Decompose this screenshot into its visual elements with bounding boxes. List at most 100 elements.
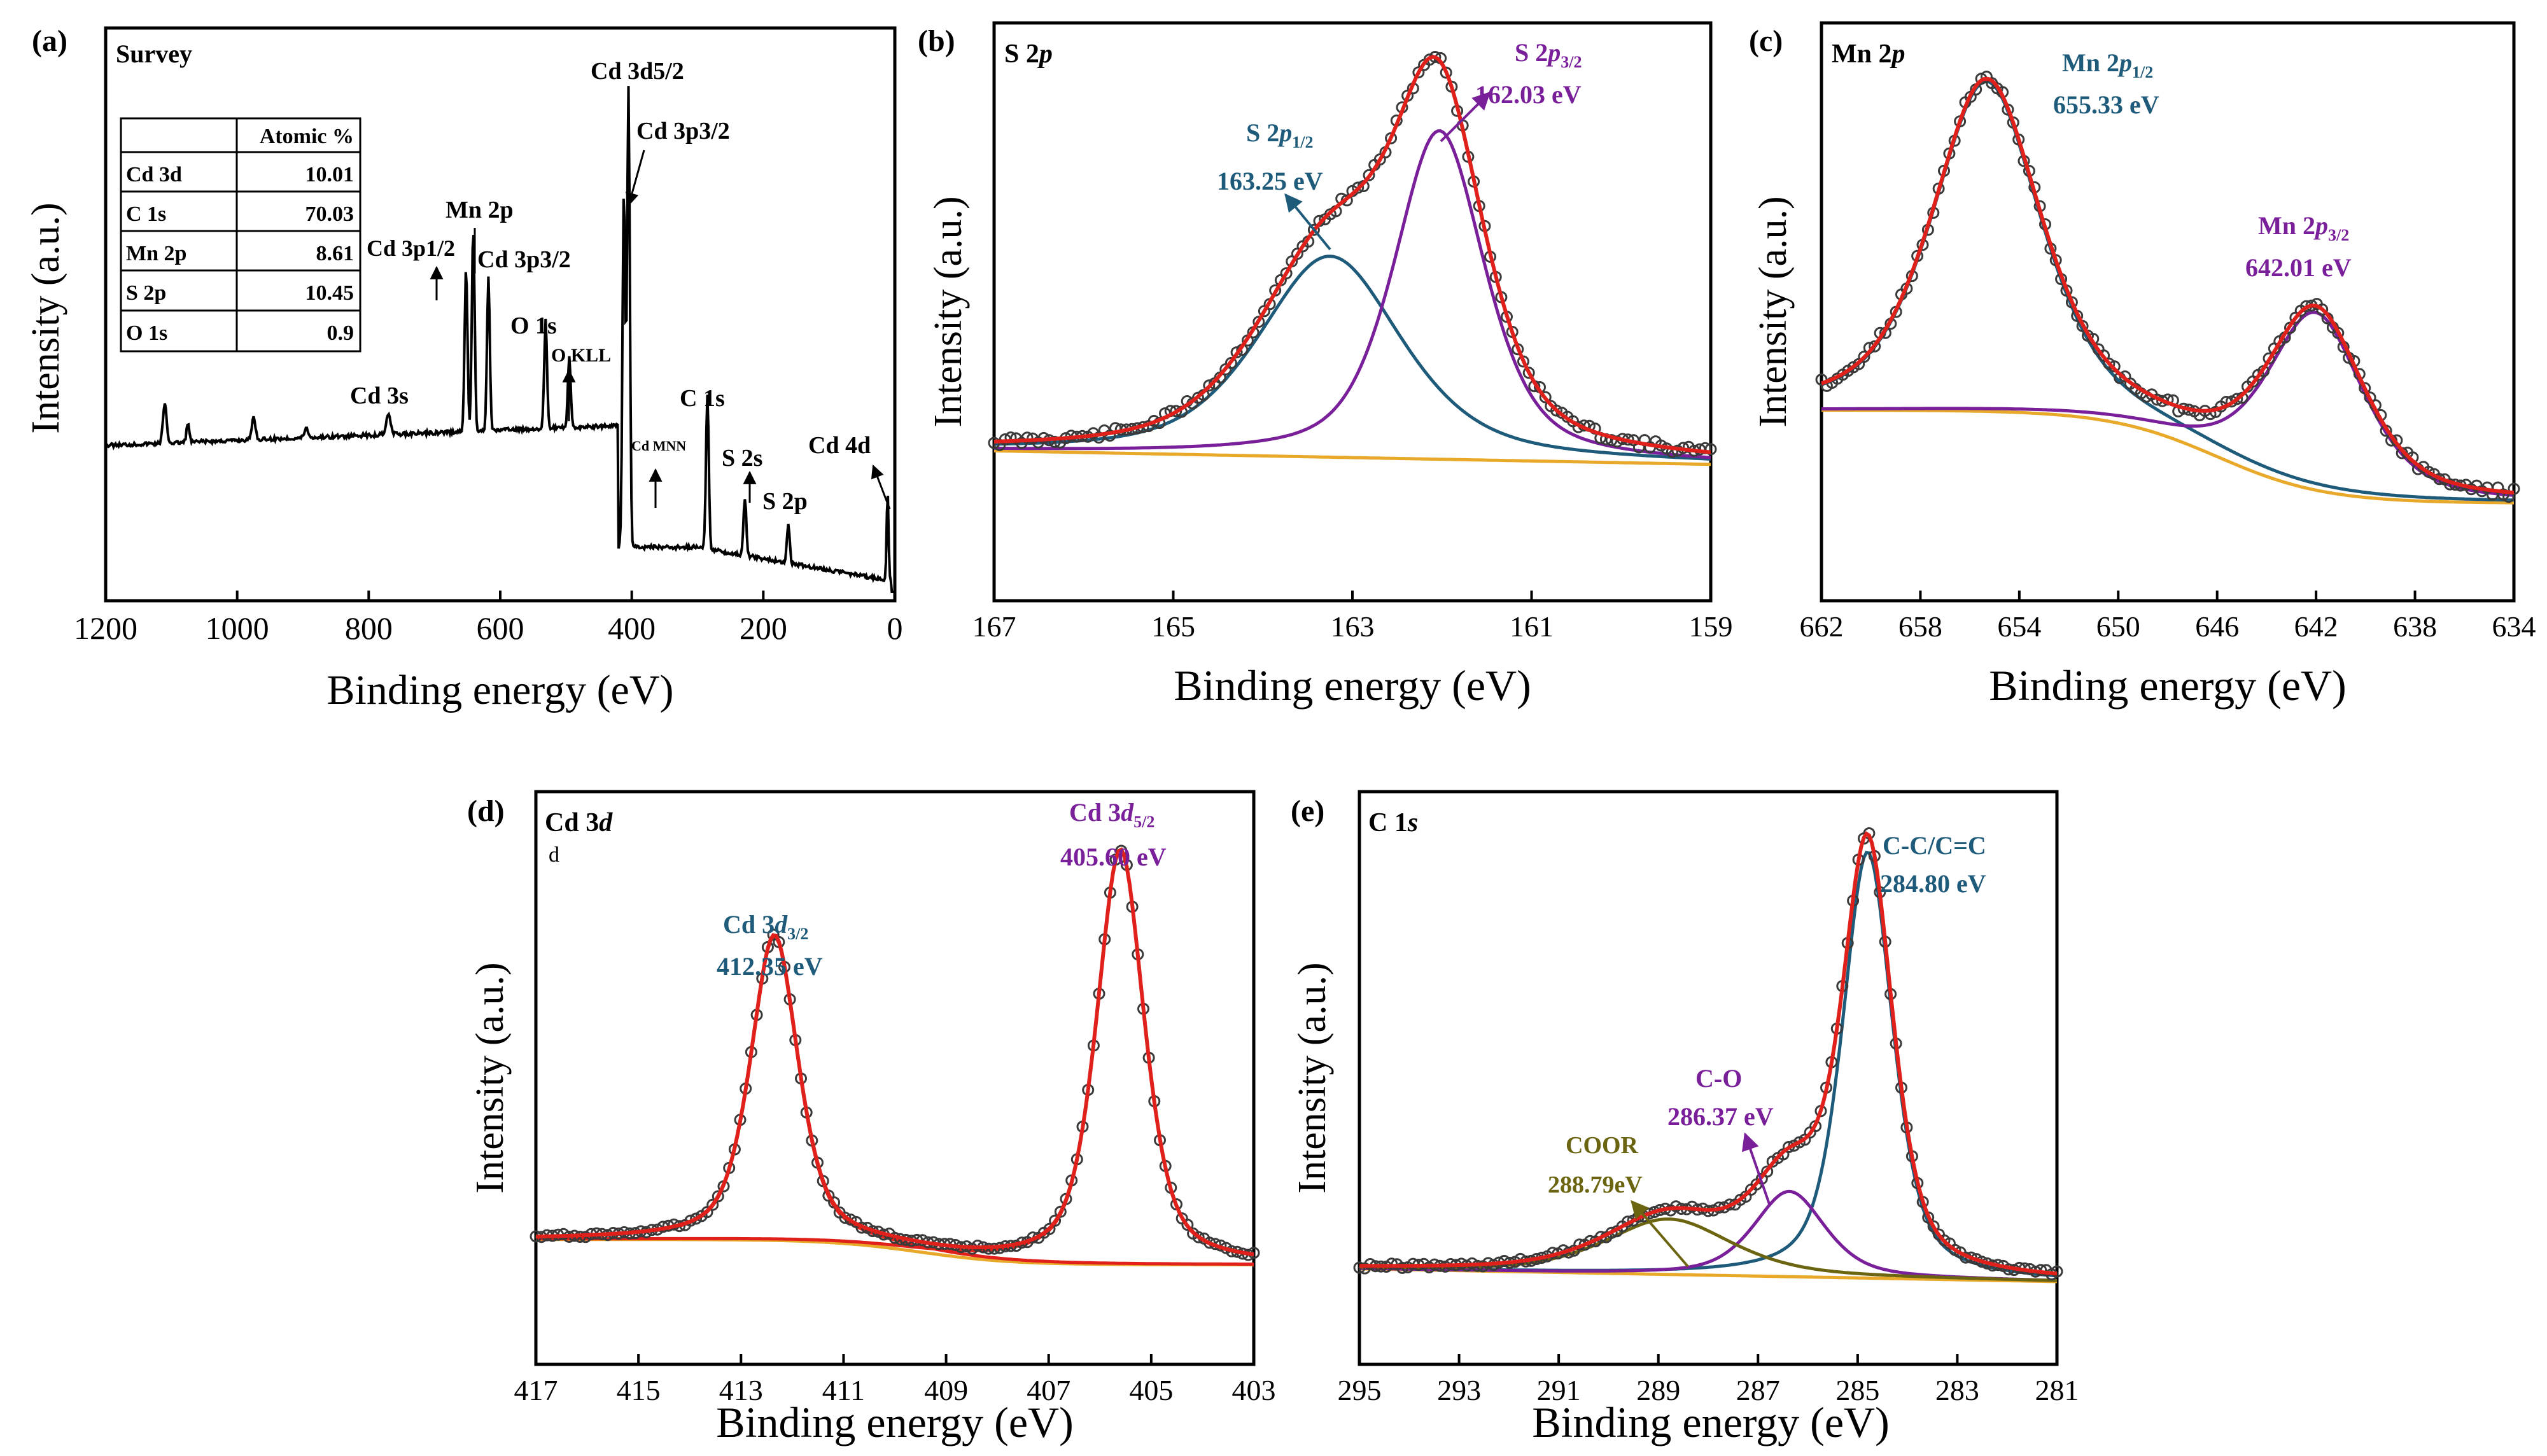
data-point xyxy=(1224,357,1237,369)
x-tick-label: 283 xyxy=(1935,1374,1979,1406)
peak-label-cd3s: Cd 3s xyxy=(350,382,409,409)
data-point xyxy=(845,1214,857,1226)
peak-label-s2s: S 2s xyxy=(722,445,762,472)
envelope-fit-line xyxy=(1820,76,2515,495)
label-cd3d32: Cd 3d3/2 xyxy=(723,910,808,943)
component-peak-line xyxy=(535,934,1254,1266)
envelope-fit-line xyxy=(1359,831,2058,1276)
panel-a-survey: (a) Survey Intensity (a.u.) Binding ener… xyxy=(24,24,903,713)
peak-label-cd3d52: Cd 3d5/2 xyxy=(591,58,684,85)
x-tick-label: 0 xyxy=(887,610,903,646)
data-point xyxy=(690,1212,703,1225)
peak-label-cd4d: Cd 4d xyxy=(808,432,871,459)
arrow-coor xyxy=(1631,1200,1689,1268)
table-row-value: 10.45 xyxy=(305,281,354,305)
panel-d-subtitle: d xyxy=(549,843,559,867)
x-tick-label: 600 xyxy=(477,610,524,646)
table-row-value: 10.01 xyxy=(305,163,354,186)
atomic-percent-table: Atomic % Cd 3d 10.01 C 1s 70.03 Mn 2p 8.… xyxy=(120,117,361,353)
data-point xyxy=(2422,466,2435,478)
data-point xyxy=(1869,340,1881,353)
x-tick-label: 411 xyxy=(822,1374,865,1406)
panel-b-letter: (b) xyxy=(918,24,955,58)
panel-d-ylabel: Intensity (a.u.) xyxy=(468,962,512,1193)
data-point xyxy=(2316,303,2329,316)
data-point xyxy=(1021,431,1034,444)
x-tick-label: 415 xyxy=(617,1374,661,1406)
data-point xyxy=(1192,1231,1205,1243)
panel-d-letter: (d) xyxy=(467,794,505,828)
x-tick-label: 638 xyxy=(2393,610,2437,643)
data-point xyxy=(1115,844,1128,857)
panel-e-x-axis: 295 293 291 289 287 285 283 281 xyxy=(1338,1354,2079,1406)
data-point xyxy=(1049,1214,1062,1227)
peak-label-cd3p32-top: Cd 3p3/2 xyxy=(636,118,730,144)
data-point xyxy=(839,1212,852,1224)
arrow-cd3p32-top xyxy=(625,150,645,207)
background-line xyxy=(1821,409,2514,505)
data-point xyxy=(1054,1205,1067,1218)
panel-d-x-axis: 417 415 413 411 409 407 405 403 xyxy=(514,1354,1276,1406)
label-s2p32: S 2p3/2 xyxy=(1515,38,1582,71)
panel-e-curves xyxy=(1353,827,2063,1284)
x-tick-label: 159 xyxy=(1689,610,1733,643)
panel-c-x-axis: 662 658 654 650 646 642 638 634 xyxy=(1800,591,2536,643)
table-row-label: S 2p xyxy=(126,281,166,305)
x-tick-label: 405 xyxy=(1129,1374,1173,1406)
data-point xyxy=(1704,443,1717,456)
x-tick-label: 642 xyxy=(2294,610,2338,643)
table-row-value: 70.03 xyxy=(305,202,354,226)
background-line xyxy=(994,449,1711,466)
table-header: Atomic % xyxy=(260,125,354,148)
panel-b-s2p: (b) S 2p Intensity (a.u.) Binding energy… xyxy=(918,21,1733,710)
envelope-fit-line xyxy=(535,847,1254,1257)
data-point xyxy=(1386,1257,1398,1270)
x-tick-label: 289 xyxy=(1636,1374,1680,1406)
panel-b-frame xyxy=(992,21,1713,603)
panel-e-c1s: (e) C 1s Intensity (a.u.) Binding energy… xyxy=(1291,790,2079,1446)
arrow-s2p12 xyxy=(1284,193,1331,251)
panel-a-xlabel: Binding energy (eV) xyxy=(327,667,674,713)
data-point xyxy=(2231,393,2243,405)
x-tick-label: 400 xyxy=(608,610,656,646)
x-tick-label: 285 xyxy=(1835,1374,1879,1406)
value-mn2p32: 642.01 eV xyxy=(2245,253,2352,282)
table-row-label: C 1s xyxy=(126,202,166,226)
label-cc: C-C/C=C xyxy=(1883,831,1986,860)
x-tick-label: 281 xyxy=(2035,1374,2079,1406)
panel-d-title: Cd 3d xyxy=(545,808,613,837)
panel-d-frame xyxy=(534,790,1256,1366)
peak-label-cdmnn: Cd MNN xyxy=(631,438,686,454)
x-tick-label: 293 xyxy=(1437,1374,1481,1406)
x-tick-label: 646 xyxy=(2195,610,2239,643)
peak-label-o1s: O 1s xyxy=(510,312,557,339)
label-mn2p12: Mn 2p1/2 xyxy=(2062,48,2153,81)
panel-a-x-axis: 1200 1000 800 600 400 200 0 xyxy=(74,591,903,646)
peak-label-s2p: S 2p xyxy=(762,488,808,515)
data-point xyxy=(1363,169,1375,181)
label-mn2p32: Mn 2p3/2 xyxy=(2258,211,2349,244)
x-tick-label: 650 xyxy=(2096,610,2140,643)
table-row-value: 0.9 xyxy=(327,321,354,345)
data-point xyxy=(2359,382,2371,395)
data-point xyxy=(706,1198,719,1211)
data-point xyxy=(1043,1222,1056,1235)
panel-d-cd3d: (d) Cd 3d d Intensity (a.u.) Binding ene… xyxy=(467,790,1276,1446)
panel-c-title: Mn 2p xyxy=(1832,39,1905,69)
arrow-s2p32 xyxy=(1440,92,1491,143)
panel-b-x-axis: 167 165 163 161 159 xyxy=(972,591,1733,643)
panel-e-title: C 1s xyxy=(1368,808,1418,837)
panel-b-curves xyxy=(988,51,1717,466)
x-tick-label: 409 xyxy=(924,1374,968,1406)
panel-e-frame xyxy=(1358,790,2059,1366)
panel-b-title: S 2p xyxy=(1004,39,1053,69)
x-tick-label: 634 xyxy=(2492,610,2536,643)
peak-label-cd3p12: Cd 3p1/2 xyxy=(367,235,455,261)
x-tick-label: 658 xyxy=(1898,610,1942,643)
x-tick-label: 417 xyxy=(514,1374,558,1406)
x-tick-label: 1200 xyxy=(74,610,137,646)
x-tick-label: 287 xyxy=(1736,1374,1780,1406)
value-cc: 284.80 eV xyxy=(1880,869,1986,898)
peak-label-okll: O KLL xyxy=(551,345,611,366)
